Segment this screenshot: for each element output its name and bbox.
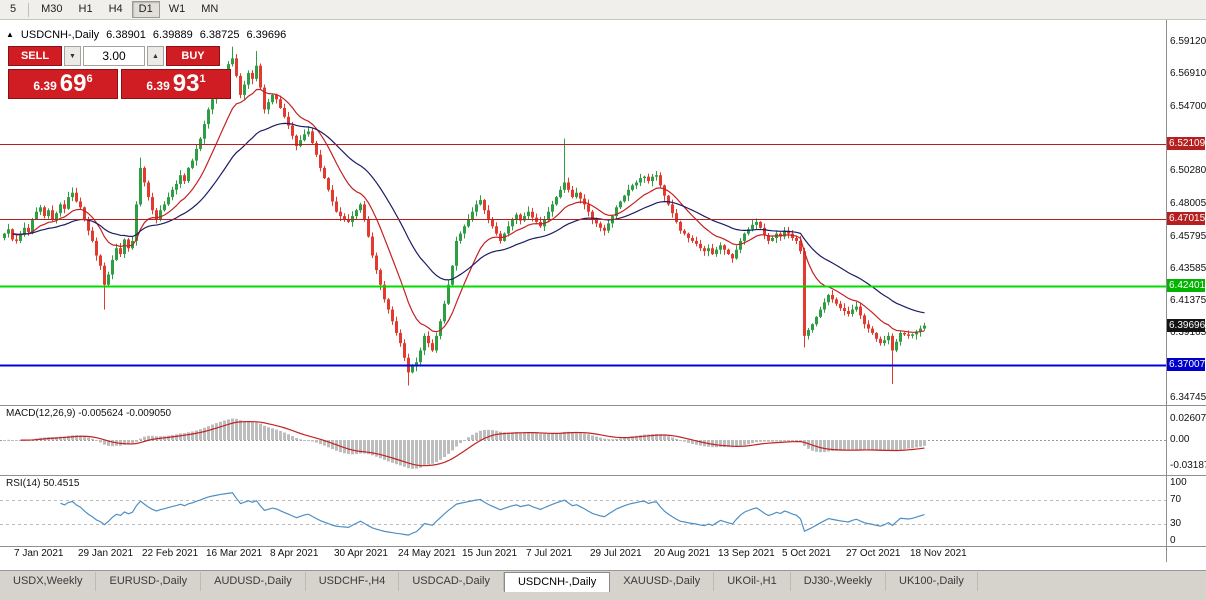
sell-price-sup: 6 [86,73,93,85]
ohlc-open: 6.38901 [106,29,146,41]
rsi-axis-label: 0 [1170,535,1176,546]
price-level-badge: 6.52109 [1167,137,1206,151]
macd-axis-label: -0.03187 [1170,459,1206,471]
panel-collapse-icon[interactable]: ▲ [6,30,14,39]
volume-dropdown-icon[interactable]: ▼ [64,46,81,66]
volume-spinner-icon[interactable]: ▲ [147,46,164,66]
price-axis-label: 6.39165 [1170,327,1206,339]
rsi-indicator-label: RSI(14) 50.4515 [6,478,80,489]
price-axis-label: 6.43585 [1170,262,1206,274]
date-axis-label: 7 Jul 2021 [526,548,573,559]
timeframe-button-h4[interactable]: H4 [102,1,130,18]
chart-tab-ukoil-h1[interactable]: UKOil-,H1 [714,572,791,591]
price-axis-label: 6.34745 [1170,392,1206,403]
timeframe-toolbar: 5 M30 H1 H4 D1 W1 MN [0,0,1206,20]
ohlc-low: 6.38725 [199,29,240,41]
date-axis-label: 15 Jun 2021 [462,548,518,559]
macd-axis-label: 0.00 [1170,434,1190,445]
price-axis-label: 6.45795 [1170,230,1206,242]
date-axis-label: 8 Apr 2021 [270,548,319,559]
sell-price-small: 6.39 [33,79,57,93]
rsi-axis-label: 100 [1170,477,1187,488]
date-axis-label: 27 Oct 2021 [846,548,901,559]
chart-tab-eurusd-daily[interactable]: EURUSD-,Daily [96,572,202,591]
price-axis-label: 6.56910 [1170,68,1206,80]
chart-symbol-label: USDCNH-,Daily [20,29,100,41]
date-axis-label: 24 May 2021 [398,548,456,559]
toolbar-divider [28,2,30,17]
buy-price-small: 6.39 [146,79,170,93]
buy-price-button[interactable]: 6.39 93 1 [121,69,231,99]
timeframe-button-mn[interactable]: MN [194,1,225,18]
price-level-badge: 6.37007 [1167,357,1206,371]
timeframe-button-m30[interactable]: M30 [34,1,69,18]
buy-price-sup: 1 [199,73,206,85]
sell-button[interactable]: SELL [8,46,62,66]
ohlc-close: 6.39696 [246,29,287,41]
chart-tab-usdchf-h4[interactable]: USDCHF-,H4 [306,572,400,591]
chart-tabs-bar: USDX,Weekly EURUSD-,Daily AUDUSD-,Daily USD… [0,570,1206,600]
chart-tab-usdcad-daily[interactable]: USDCAD-,Daily [399,572,504,591]
date-axis-label: 18 Nov 2021 [910,548,967,559]
price-axis-label: 6.59120 [1170,36,1206,47]
date-axis-label: 7 Jan 2021 [14,548,64,559]
price-chart-canvas[interactable] [0,20,1166,546]
date-axis-label: 20 Aug 2021 [654,548,711,559]
chart-tab-xauusd-daily[interactable]: XAUUSD-,Daily [610,572,715,591]
date-axis-label: 13 Sep 2021 [718,548,775,559]
price-level-badge: 6.39696 [1167,318,1206,332]
chart-tab-audusd-daily[interactable]: AUDUSD-,Daily [201,572,306,591]
sell-price-button[interactable]: 6.39 69 6 [8,69,118,99]
price-axis-label: 6.50280 [1170,165,1206,177]
price-axis-separator [1166,20,1167,562]
timeframe-button-w1[interactable]: W1 [162,1,193,18]
date-axis-label: 29 Jan 2021 [78,548,134,559]
price-level-badge: 6.42401 [1167,279,1206,293]
pane-separator [0,546,1206,547]
buy-button[interactable]: BUY [166,46,220,66]
date-axis-label: 30 Apr 2021 [334,548,388,559]
pane-separator[interactable] [0,475,1206,476]
price-axis-label: 6.41375 [1170,295,1206,307]
one-click-trading-panel: SELL ▼ ▲ BUY 6.39 69 6 6.39 93 1 [8,46,231,99]
chart-tab-uk100-daily[interactable]: UK100-,Daily [886,572,978,591]
price-level-badge: 6.47015 [1167,211,1206,225]
ohlc-high: 6.39889 [152,29,193,41]
pane-separator[interactable] [0,405,1206,406]
chart-tab-usdcnh-daily[interactable]: USDCNH-,Daily [503,572,611,592]
rsi-axis-label: 70 [1170,494,1182,506]
timeframe-button-h1[interactable]: H1 [72,1,100,18]
macd-axis-label: 0.02607 [1170,412,1206,424]
timeframe-button-5[interactable]: 5 [3,1,23,18]
date-axis-label: 29 Jul 2021 [590,548,642,559]
buy-price-big: 93 [172,70,200,97]
price-axis-label: 6.54700 [1170,100,1206,112]
rsi-axis-label: 30 [1170,517,1182,529]
date-axis-label: 16 Mar 2021 [206,548,263,559]
chart-tab-dj30-weekly[interactable]: DJ30-,Weekly [791,572,887,591]
chart-title-overlay: ▲ USDCNH-,Daily 6.38901 6.39889 6.38725 … [6,29,286,41]
date-axis-label: 22 Feb 2021 [142,548,199,559]
sell-price-big: 69 [59,70,87,97]
macd-indicator-label: MACD(12,26,9) -0.005624 -0.009050 [6,408,172,419]
timeframe-button-d1[interactable]: D1 [131,1,160,18]
volume-input[interactable] [83,46,145,66]
date-axis-label: 5 Oct 2021 [782,548,831,559]
chart-tab-usdx-weekly[interactable]: USDX,Weekly [0,572,97,591]
price-axis-label: 6.48005 [1170,198,1206,210]
